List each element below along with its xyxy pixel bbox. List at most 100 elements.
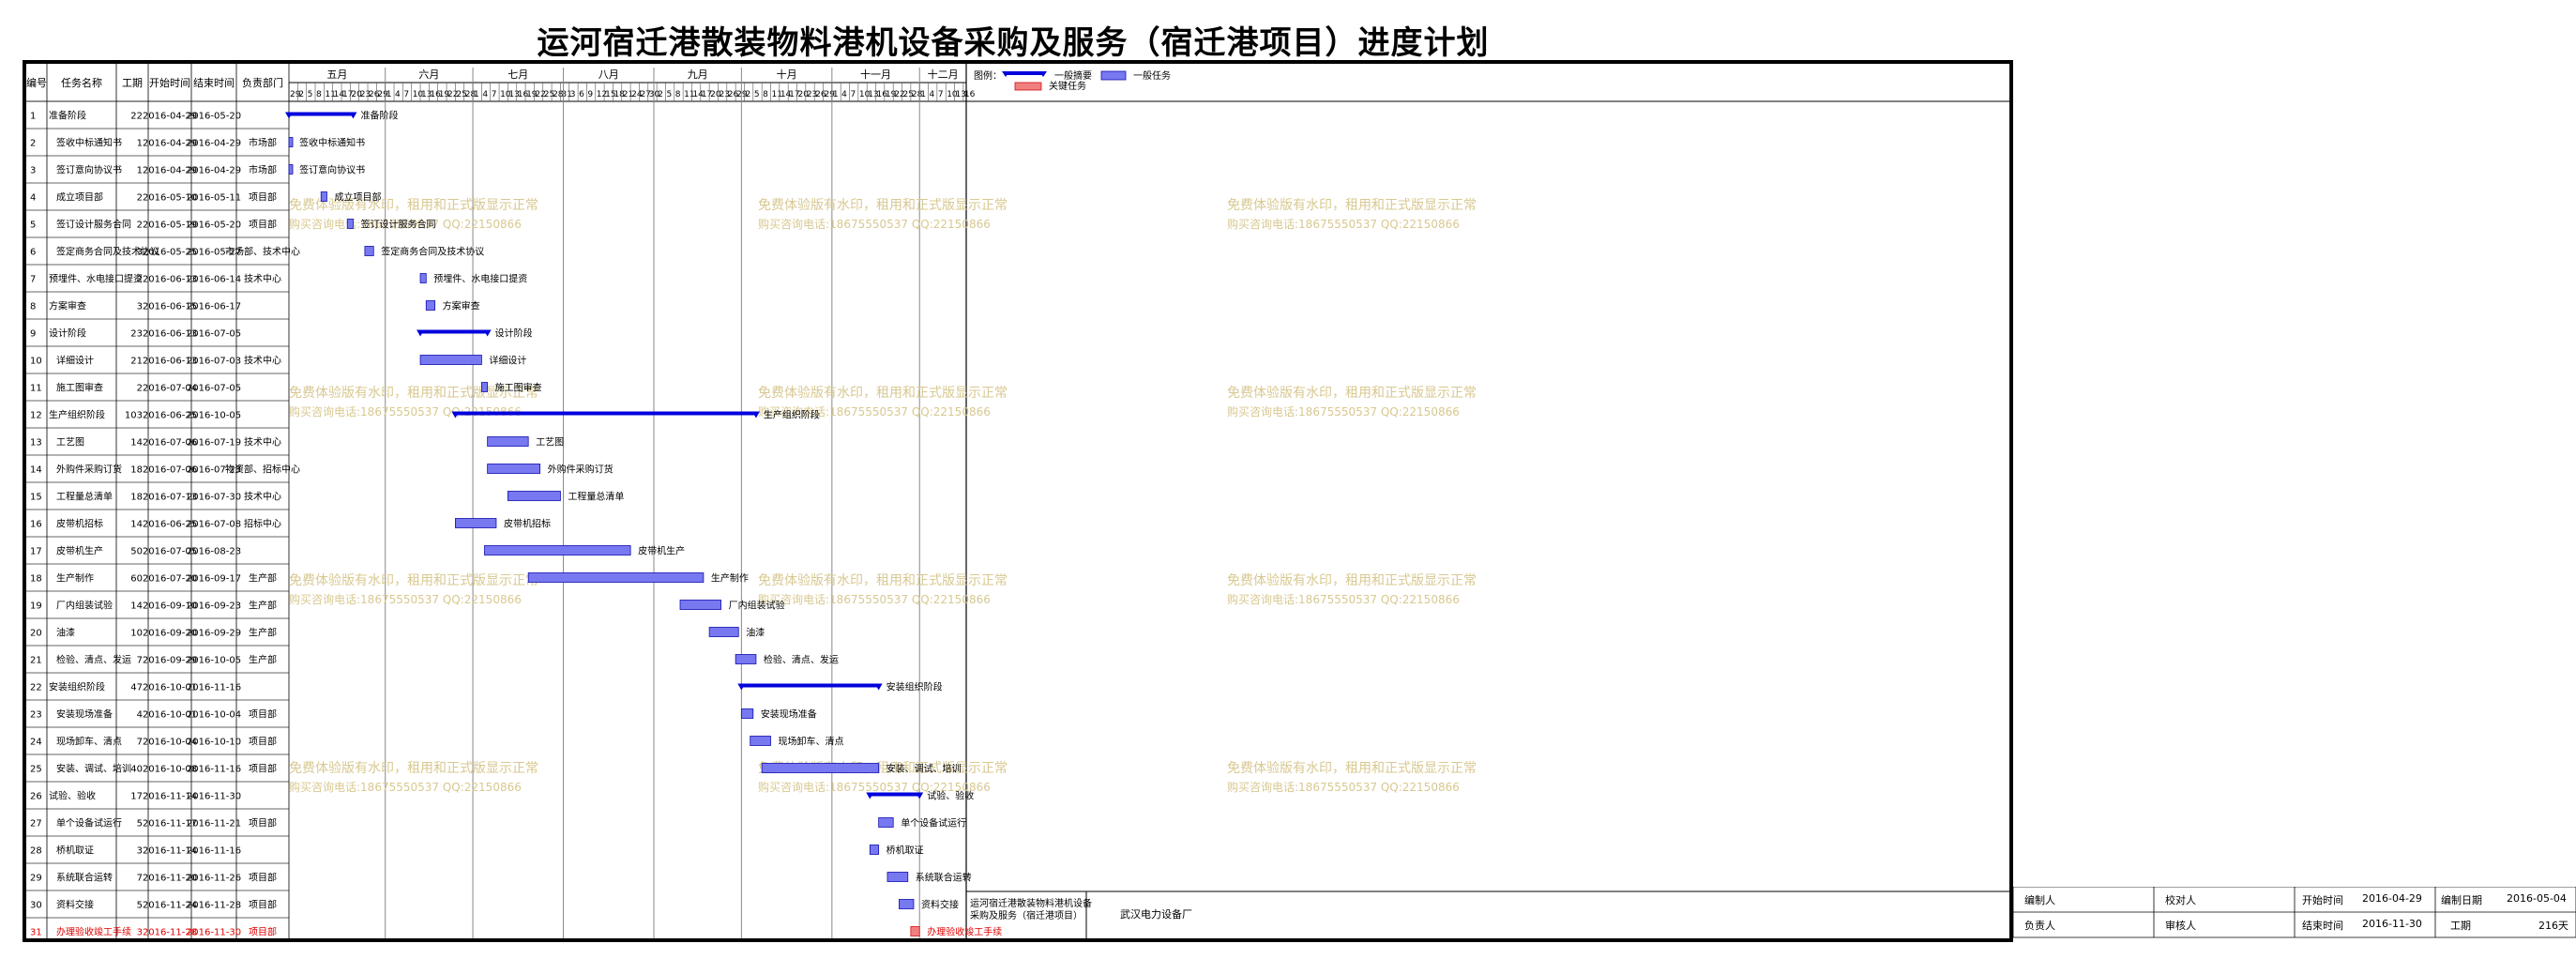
day-tick-label: 26 (728, 90, 739, 99)
editor-label: 编制人 (2024, 894, 2055, 906)
bar-label: 签订意向协议书 (299, 164, 365, 176)
day-tick-label: 4 (930, 90, 935, 99)
task-name: 设计阶段 (49, 327, 86, 340)
task-end: 2016-11-30 (187, 792, 241, 802)
task-name: 检验、清点、发运 (56, 654, 131, 666)
task-duration: 5 (137, 901, 143, 911)
watermark-text: 购买咨询电话:18675550537 QQ:22150866 (1227, 780, 1460, 794)
task-id: 20 (30, 629, 42, 639)
task-duration: 103 (125, 411, 143, 421)
watermark-text: 免费体验版有水印，租用和正式版显示正常 (289, 198, 538, 213)
month-label: 十一月 (860, 68, 891, 81)
day-tick-label: 5 (666, 90, 672, 99)
day-tick-label: 10 (500, 90, 511, 99)
task-id: 11 (30, 384, 42, 394)
bar-label: 皮带机招标 (504, 518, 551, 530)
task-bar (886, 872, 909, 882)
task-bar (419, 355, 482, 365)
bar-label: 安装现场准备 (761, 708, 817, 721)
task-dept: 招标中心 (244, 518, 281, 530)
task-dept: 项目部 (249, 817, 277, 830)
day-tick-label: 1 (920, 90, 926, 99)
task-bar (869, 845, 880, 855)
signoff-grid (2012, 886, 2576, 938)
task-id: 15 (30, 493, 42, 503)
task-id: 10 (30, 357, 42, 367)
watermark-text: 购买咨询电话:18675550537 QQ:22150866 (758, 404, 991, 419)
summary-end-marker (451, 411, 460, 419)
day-tick-label: 28 (553, 90, 564, 99)
task-name: 皮带机生产 (56, 545, 103, 557)
task-dept: 项目部 (249, 219, 277, 231)
column-header: 开始时间 (149, 76, 190, 89)
task-duration: 18 (130, 493, 143, 503)
task-start: 2016-07-13 (143, 493, 197, 503)
task-id: 8 (30, 302, 36, 312)
day-tick-label: 7 (938, 90, 944, 99)
task-dept: 技术中心 (244, 273, 281, 285)
day-tick-label: 30 (649, 90, 660, 99)
task-name: 外购件采购订货 (56, 464, 122, 476)
checker-label: 校对人 (2165, 894, 2196, 906)
task-end: 2016-11-30 (187, 928, 241, 938)
day-tick-label: 8 (316, 90, 322, 99)
start-label: 开始时间 (2302, 894, 2343, 906)
task-name: 资料交接 (56, 899, 94, 911)
day-tick-label: 17 (702, 90, 712, 99)
signoff-panel: 编制人 校对人 开始时间 2016-04-29 编制日期 2016-05-04 … (2012, 886, 2576, 938)
task-bar (910, 926, 920, 936)
task-dept: 项目部 (249, 926, 277, 938)
bar-label: 现场卸车、清点 (778, 736, 843, 748)
day-tick-label: 23 (719, 90, 729, 99)
bar-label: 检验、清点、发运 (764, 654, 839, 666)
day-tick-label: 20 (798, 90, 810, 99)
watermark-text: 购买咨询电话:18675550537 QQ:22150866 (1227, 592, 1460, 606)
task-name: 桥机取证 (56, 845, 94, 857)
column-header: 工期 (122, 77, 143, 89)
task-end: 2016-09-29 (187, 629, 241, 639)
watermark-text: 购买咨询电话:18675550537 QQ:22150866 (289, 592, 522, 606)
bar-label: 准备阶段 (360, 110, 398, 122)
task-start: 2016-11-17 (143, 819, 197, 830)
legend-summary-marker (1039, 71, 1047, 77)
day-tick-label: 2 (658, 90, 663, 99)
task-duration: 2 (137, 275, 143, 285)
day-tick-label: 6 (579, 90, 584, 99)
bar-label: 系统联合运转 (916, 872, 972, 884)
bar-label: 详细设计 (489, 355, 526, 367)
bar-label: 成立项目部 (334, 191, 381, 204)
task-name: 系统联合运转 (56, 872, 113, 884)
day-tick-label: 14 (692, 90, 704, 99)
task-end: 2016-07-03 (187, 357, 241, 367)
summary-bar (420, 329, 488, 334)
task-end: 2016-07-19 (187, 438, 241, 449)
summary-end-marker (874, 683, 883, 691)
task-name: 详细设计 (56, 355, 94, 367)
legend-summary-swatch (1006, 71, 1043, 75)
task-start: 2016-09-29 (143, 656, 197, 666)
task-bar (527, 572, 705, 583)
task-end: 2016-11-21 (187, 819, 241, 830)
task-bar (288, 137, 294, 147)
day-tick-label: 13 (956, 90, 966, 99)
start-value: 2016-04-29 (2362, 892, 2422, 905)
day-tick-label: 11 (771, 90, 781, 99)
task-start: 2016-05-10 (143, 193, 197, 204)
day-tick-label: 27 (640, 90, 650, 99)
watermark-text: 购买咨询电话:18675550537 QQ:22150866 (758, 592, 991, 606)
task-id: 29 (30, 874, 42, 884)
day-tick-label: 10 (413, 90, 424, 99)
task-name: 准备阶段 (49, 110, 86, 122)
task-duration: 3 (137, 846, 143, 857)
day-tick-label: 16 (877, 90, 888, 99)
task-end: 2016-06-17 (187, 302, 241, 312)
day-tick-label: 16 (430, 90, 441, 99)
bar-label: 生产组织阶段 (764, 409, 820, 421)
task-dept: 生产部 (249, 600, 277, 612)
bar-label: 签订设计服务合同 (360, 219, 435, 231)
day-tick-label: 22 (894, 90, 904, 99)
task-name: 签收中标通知书 (56, 137, 122, 149)
task-id: 25 (30, 765, 42, 775)
legend-title: 图例： (974, 69, 1002, 82)
day-tick-label: 29 (377, 90, 388, 99)
